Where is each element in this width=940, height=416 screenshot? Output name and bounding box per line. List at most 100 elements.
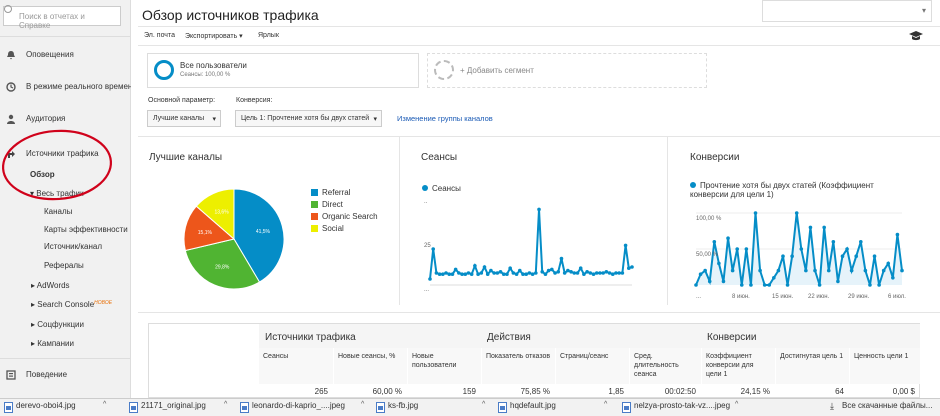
chevron-up-icon[interactable]: ^ bbox=[604, 401, 608, 408]
column-header[interactable]: Страниц/сеанс bbox=[556, 348, 629, 384]
conversions-point[interactable] bbox=[877, 283, 881, 287]
pie-slice-direct[interactable] bbox=[184, 238, 261, 290]
sessions-point[interactable] bbox=[517, 268, 522, 273]
download-item[interactable]: derevo-oboi4.jpg bbox=[2, 401, 76, 415]
sessions-point[interactable] bbox=[543, 272, 548, 276]
column-header[interactable]: Коэффициент конверсии для цели 1 bbox=[702, 348, 775, 384]
conversions-point[interactable] bbox=[845, 247, 849, 251]
conversions-point[interactable] bbox=[817, 283, 822, 287]
sessions-point[interactable] bbox=[594, 271, 599, 275]
conversions-point[interactable] bbox=[826, 268, 831, 273]
sessions-point[interactable] bbox=[556, 270, 561, 274]
sessions-point[interactable] bbox=[553, 271, 557, 275]
conversions-point[interactable] bbox=[717, 261, 721, 266]
sessions-point[interactable] bbox=[604, 270, 609, 274]
sidebar-item-search-console[interactable]: ▸ Search ConsoleНОВОЕ bbox=[31, 300, 112, 309]
add-segment-button[interactable]: + Добавить сегмент bbox=[427, 53, 707, 88]
sessions-point[interactable] bbox=[508, 266, 512, 270]
sessions-point[interactable] bbox=[511, 271, 516, 275]
conversions-point[interactable] bbox=[726, 236, 730, 240]
sessions-point[interactable] bbox=[453, 267, 458, 272]
show-all-downloads-link[interactable]: ⤓ Все скачанные файлы... bbox=[828, 401, 940, 415]
sidebar-item-overview[interactable]: Обзор bbox=[30, 170, 55, 179]
sessions-point[interactable] bbox=[601, 271, 605, 275]
sessions-point[interactable] bbox=[559, 256, 564, 261]
sessions-point[interactable] bbox=[495, 271, 500, 275]
export-button[interactable]: Экспортировать ▾ bbox=[185, 33, 243, 40]
top-right-dropdown[interactable]: ▾ bbox=[762, 0, 932, 22]
sessions-point[interactable] bbox=[476, 272, 480, 276]
column-header[interactable]: Сеансы bbox=[259, 348, 333, 384]
sessions-point[interactable] bbox=[610, 272, 615, 276]
sessions-point[interactable] bbox=[585, 270, 589, 274]
sessions-point[interactable] bbox=[431, 247, 436, 251]
sessions-point[interactable] bbox=[482, 265, 487, 269]
sessions-point[interactable] bbox=[530, 272, 535, 276]
legend-item-organic[interactable]: Organic Search bbox=[311, 212, 378, 221]
legend-item-social[interactable]: Social bbox=[311, 224, 344, 233]
chevron-up-icon[interactable]: ^ bbox=[735, 401, 739, 408]
conversions-point[interactable] bbox=[698, 272, 703, 276]
sidebar-item-adwords[interactable]: ▸ AdWords bbox=[31, 281, 70, 290]
sessions-point[interactable] bbox=[534, 271, 538, 275]
pie-slice-referral[interactable] bbox=[233, 188, 285, 283]
chevron-up-icon[interactable]: ^ bbox=[361, 401, 365, 408]
conversions-point[interactable] bbox=[881, 268, 886, 273]
conversions-point[interactable] bbox=[854, 254, 859, 258]
search-input[interactable]: Поиск в отчетах и Справке bbox=[3, 6, 121, 30]
sessions-point[interactable] bbox=[591, 272, 596, 276]
sessions-point[interactable] bbox=[569, 270, 573, 274]
sessions-point[interactable] bbox=[550, 267, 554, 272]
sessions-point[interactable] bbox=[607, 271, 612, 275]
sessions-point[interactable] bbox=[540, 270, 545, 274]
conversions-point[interactable] bbox=[895, 232, 900, 237]
conversions-point[interactable] bbox=[790, 254, 794, 258]
sessions-point[interactable] bbox=[457, 271, 461, 275]
sessions-point[interactable] bbox=[460, 272, 464, 276]
sidebar-item-treemaps[interactable]: Карты эффективности bbox=[44, 225, 128, 234]
conversions-point[interactable] bbox=[707, 279, 712, 284]
column-header[interactable]: Достигнутая цель 1 bbox=[776, 348, 849, 384]
column-header[interactable]: Показатель отказов bbox=[482, 348, 555, 384]
conversions-point[interactable] bbox=[863, 268, 868, 273]
conversions-point[interactable] bbox=[836, 279, 840, 284]
conversion-select[interactable]: Цель 1: Прочтение хотя бы двух статей ▾ bbox=[235, 110, 382, 127]
download-item[interactable]: leonardo-di-kaprio_....jpeg bbox=[238, 401, 360, 415]
sessions-point[interactable] bbox=[479, 271, 484, 275]
conversions-point[interactable] bbox=[772, 276, 776, 280]
shortcut-button[interactable]: Ярлык bbox=[258, 32, 279, 39]
download-item[interactable]: 21171_original.jpg bbox=[127, 401, 206, 415]
conversions-point[interactable] bbox=[900, 268, 904, 273]
sessions-point[interactable] bbox=[578, 266, 583, 270]
download-item[interactable]: ks-fb.jpg bbox=[374, 401, 418, 415]
sidebar-item-source-medium[interactable]: Источник/канал bbox=[44, 242, 103, 251]
conversions-point[interactable] bbox=[799, 247, 804, 251]
sessions-point[interactable] bbox=[537, 207, 541, 212]
sessions-point[interactable] bbox=[617, 271, 621, 275]
conversions-point[interactable] bbox=[822, 225, 826, 230]
conversions-point[interactable] bbox=[813, 268, 817, 273]
sessions-point[interactable] bbox=[524, 272, 528, 276]
sessions-point[interactable] bbox=[630, 265, 634, 269]
conversions-point[interactable] bbox=[891, 276, 895, 280]
sessions-point[interactable] bbox=[428, 277, 432, 281]
conversions-point[interactable] bbox=[694, 283, 698, 287]
sessions-point[interactable] bbox=[505, 272, 509, 276]
sessions-point[interactable] bbox=[441, 272, 445, 276]
conversions-point[interactable] bbox=[749, 283, 753, 287]
legend-item-referral[interactable]: Referral bbox=[311, 188, 350, 197]
sessions-point[interactable] bbox=[582, 272, 586, 276]
column-header[interactable]: Ценность цели 1 bbox=[850, 348, 920, 384]
sessions-point[interactable] bbox=[489, 268, 493, 273]
sessions-point[interactable] bbox=[434, 271, 439, 275]
pie-slice-social[interactable] bbox=[195, 188, 235, 241]
sidebar-item-audience[interactable]: Аудитория bbox=[0, 110, 131, 128]
sessions-point[interactable] bbox=[514, 272, 519, 276]
sessions-point[interactable] bbox=[447, 272, 452, 276]
sessions-point[interactable] bbox=[473, 264, 477, 268]
conversions-point[interactable] bbox=[872, 254, 877, 258]
sessions-point[interactable] bbox=[546, 268, 551, 273]
conversions-point[interactable] bbox=[753, 211, 758, 215]
sessions-point[interactable] bbox=[626, 266, 631, 270]
segment-all-users[interactable]: Все пользователи Сеансы: 100,00 % bbox=[147, 53, 419, 88]
